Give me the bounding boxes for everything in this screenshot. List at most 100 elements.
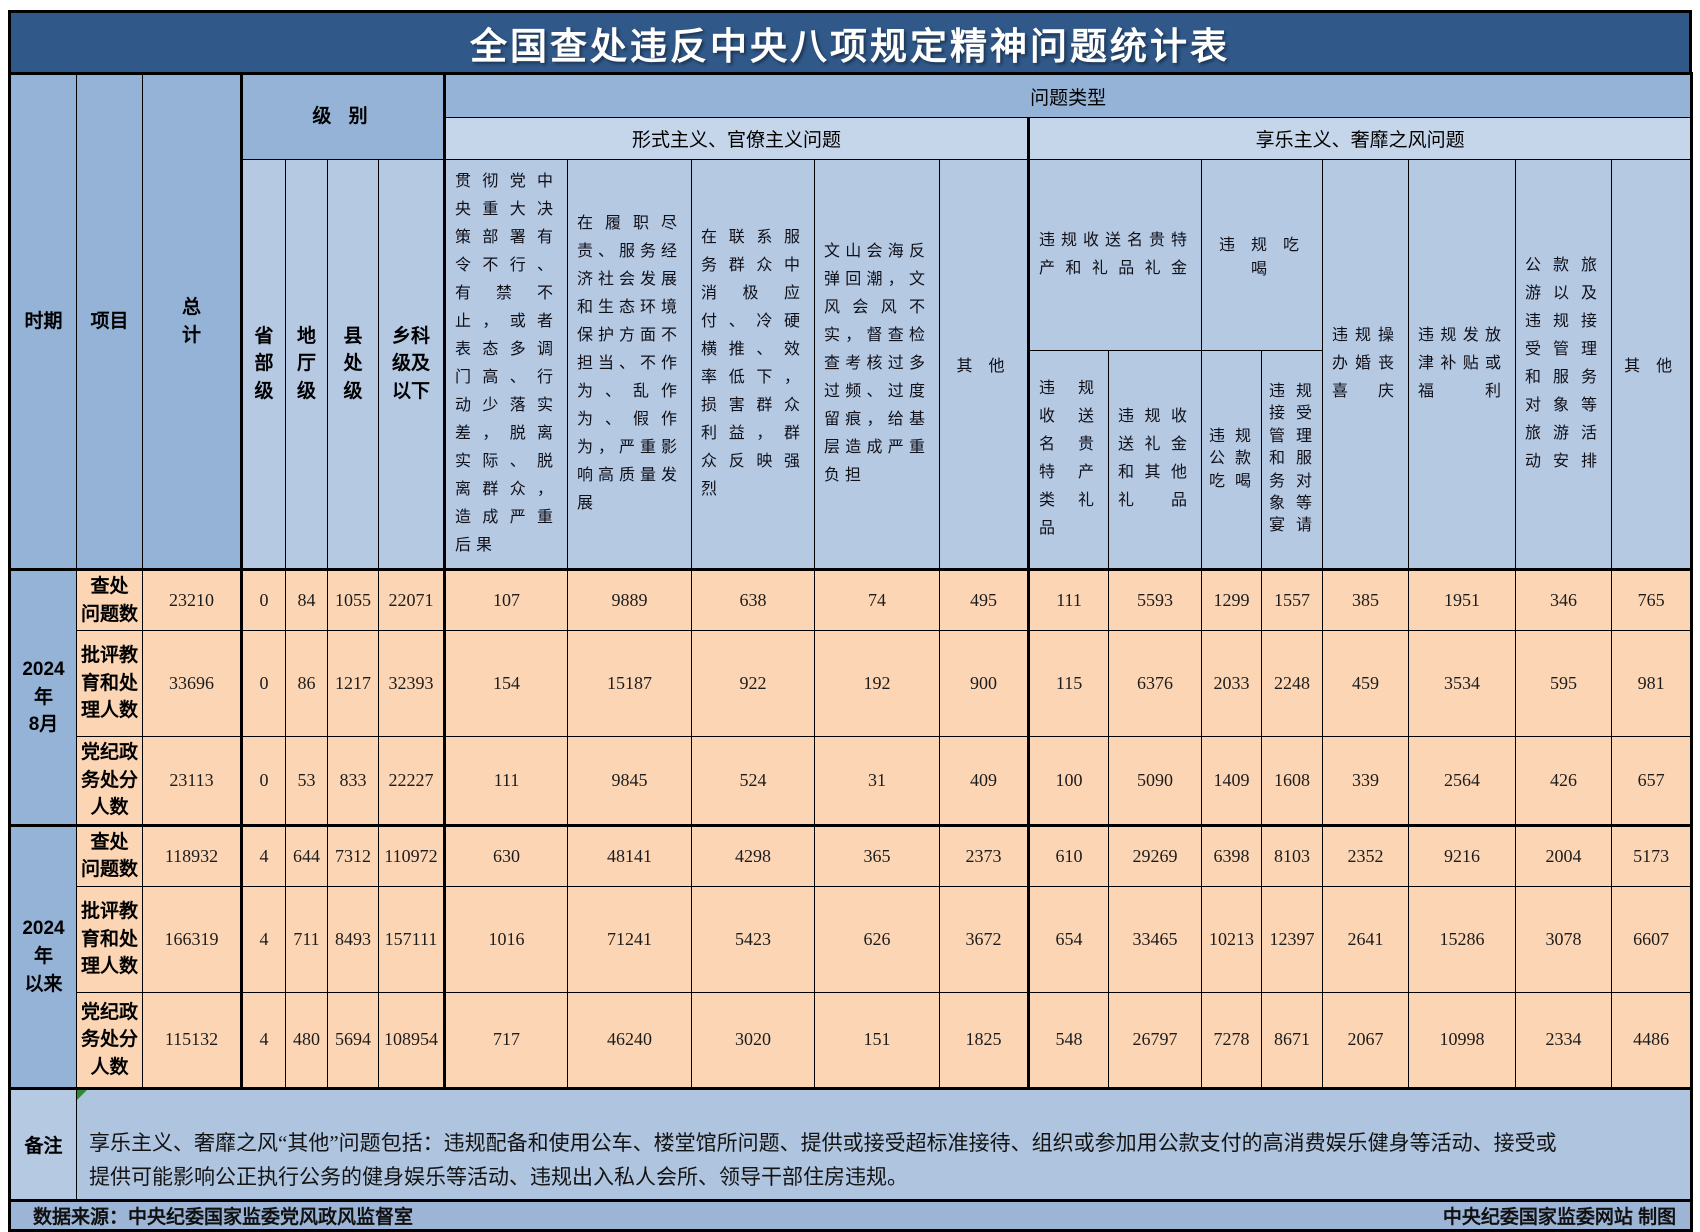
value-cell: 480 (285, 991, 328, 1089)
value-cell: 657 (1611, 736, 1693, 826)
value-cell: 3534 (1408, 630, 1517, 738)
group-header-hedonism: 享乐主义、奢靡之风问题 (1027, 117, 1693, 160)
metric-cell: 批评教 育和处 理人数 (76, 885, 143, 993)
value-cell: 118932 (142, 823, 242, 887)
value-cell: 981 (1611, 630, 1693, 738)
value-cell: 4486 (1611, 991, 1693, 1089)
table-row: 数据来源：中央纪委国家监委党风政风监督室 中央纪委国家监委网站 制图 (8, 1198, 1693, 1231)
value-cell: 5694 (327, 991, 379, 1089)
value-cell: 7312 (327, 823, 379, 887)
title-bar: 全国查处违反中央八项规定精神问题统计表 (8, 10, 1692, 72)
value-cell: 409 (939, 736, 1030, 826)
value-cell: 5423 (691, 885, 816, 993)
value-cell: 717 (443, 991, 569, 1089)
value-cell: 1217 (327, 630, 379, 738)
table-row: 2024年 8月 查处 问题数 23210 0 84 1055 22071 10… (9, 567, 1693, 826)
value-cell: 2067 (1322, 991, 1410, 1089)
value-cell: 630 (443, 823, 569, 887)
footer-bar: 数据来源：中央纪委国家监委党风政风监督室 中央纪委国家监委网站 制图 (11, 1203, 1690, 1229)
value-cell: 2564 (1408, 736, 1517, 826)
value-cell: 385 (1322, 567, 1410, 632)
value-cell: 12397 (1261, 885, 1324, 993)
value-cell: 2641 (1322, 885, 1410, 993)
value-cell: 10998 (1408, 991, 1517, 1089)
value-cell: 1608 (1261, 736, 1324, 826)
col-header-prefecture-level: 地 厅 级 (285, 159, 328, 570)
value-cell: 115 (1027, 630, 1110, 738)
value-cell: 10213 (1201, 885, 1263, 993)
value-cell: 2004 (1515, 823, 1613, 887)
value-cell: 9889 (567, 567, 693, 632)
col-header-hedonism-other: 其 他 (1611, 159, 1693, 570)
value-cell: 166319 (142, 885, 242, 993)
col-header-formalism-other: 其 他 (939, 159, 1030, 570)
table-row: 2024年 以来 查处 问题数 118932 4 644 7312 110972… (9, 823, 1693, 1089)
value-cell: 1825 (939, 991, 1030, 1089)
value-cell: 4298 (691, 823, 816, 887)
value-cell: 1951 (1408, 567, 1517, 632)
col-header-total: 总 计 (142, 73, 242, 570)
value-cell: 765 (1611, 567, 1693, 632)
group-header-gifts: 违规收送名贵特产和礼品礼金 (1027, 159, 1203, 351)
value-cell: 1055 (327, 567, 379, 632)
value-cell: 346 (1515, 567, 1613, 632)
value-cell: 1409 (1201, 736, 1263, 826)
value-cell: 33696 (142, 630, 242, 738)
period-cell: 2024年 以来 (9, 823, 77, 1089)
col-header-formalism-4: 文山会海反弹回潮，文风会风不实，督查检查考核过多过频、过度留痕，给基层造成严重负… (814, 159, 941, 570)
note-text: 享乐主义、奢靡之风“其他”问题包括：违规配备和使用公车、楼堂馆所问题、提供或接受… (75, 1086, 1693, 1201)
value-cell: 6376 (1108, 630, 1203, 738)
value-cell: 4 (240, 823, 286, 887)
value-cell: 5593 (1108, 567, 1203, 632)
value-cell: 900 (939, 630, 1030, 738)
value-cell: 3078 (1515, 885, 1613, 993)
col-header-provincial-level: 省 部 级 (240, 159, 286, 570)
value-cell: 110972 (377, 823, 446, 887)
value-cell: 100 (1027, 736, 1110, 826)
col-header-county-level: 县 处 级 (327, 159, 379, 570)
value-cell: 2033 (1201, 630, 1263, 738)
period-cell: 2024年 8月 (9, 568, 77, 826)
col-header-gifts-specialty: 违规收送名贵特产类礼品 (1027, 349, 1110, 571)
value-cell: 4 (240, 991, 286, 1089)
value-cell: 48141 (567, 823, 693, 887)
value-cell: 29269 (1108, 823, 1203, 887)
value-cell: 548 (1027, 991, 1110, 1089)
value-cell: 22071 (377, 567, 446, 632)
value-cell: 71241 (567, 885, 693, 993)
value-cell: 0 (240, 567, 286, 632)
group-header-dining: 违 规 吃 喝 (1201, 159, 1324, 351)
value-cell: 107 (443, 567, 569, 632)
group-header-problem-type: 问题类型 (443, 73, 1693, 118)
metric-cell: 党纪政 务处分 人数 (76, 991, 143, 1089)
value-cell: 4 (240, 885, 286, 993)
value-cell: 339 (1322, 736, 1410, 826)
value-cell: 610 (1027, 823, 1110, 887)
value-cell: 3672 (939, 885, 1030, 993)
value-cell: 654 (1027, 885, 1110, 993)
table-row: 备注 享乐主义、奢靡之风“其他”问题包括：违规配备和使用公车、楼堂馆所问题、提供… (9, 1086, 1693, 1201)
value-cell: 459 (1322, 630, 1410, 738)
value-cell: 922 (691, 630, 816, 738)
value-cell: 711 (285, 885, 328, 993)
value-cell: 15187 (567, 630, 693, 738)
value-cell: 86 (285, 630, 328, 738)
value-cell: 111 (443, 736, 569, 826)
value-cell: 365 (814, 823, 941, 887)
col-header-formalism-3: 在联系服务群众中消极应付、冷硬横推、效率低下，损害群众利益，群众反映强烈 (691, 159, 816, 570)
value-cell: 5090 (1108, 736, 1203, 826)
col-header-period: 时期 (9, 73, 77, 570)
value-cell: 2334 (1515, 991, 1613, 1089)
value-cell: 5173 (1611, 823, 1693, 887)
value-cell: 151 (814, 991, 941, 1089)
value-cell: 626 (814, 885, 941, 993)
group-header-formalism: 形式主义、官僚主义问题 (443, 117, 1030, 160)
value-cell: 524 (691, 736, 816, 826)
value-cell: 6398 (1201, 823, 1263, 887)
value-cell: 0 (240, 736, 286, 826)
col-header-public-funded-travel: 公款旅游以及违规接受管理和服务对象等旅游活动安排 (1515, 159, 1613, 570)
page-title: 全国查处违反中央八项规定精神问题统计表 (470, 26, 1230, 68)
value-cell: 2248 (1261, 630, 1324, 738)
value-cell: 22227 (377, 736, 446, 826)
value-cell: 31 (814, 736, 941, 826)
